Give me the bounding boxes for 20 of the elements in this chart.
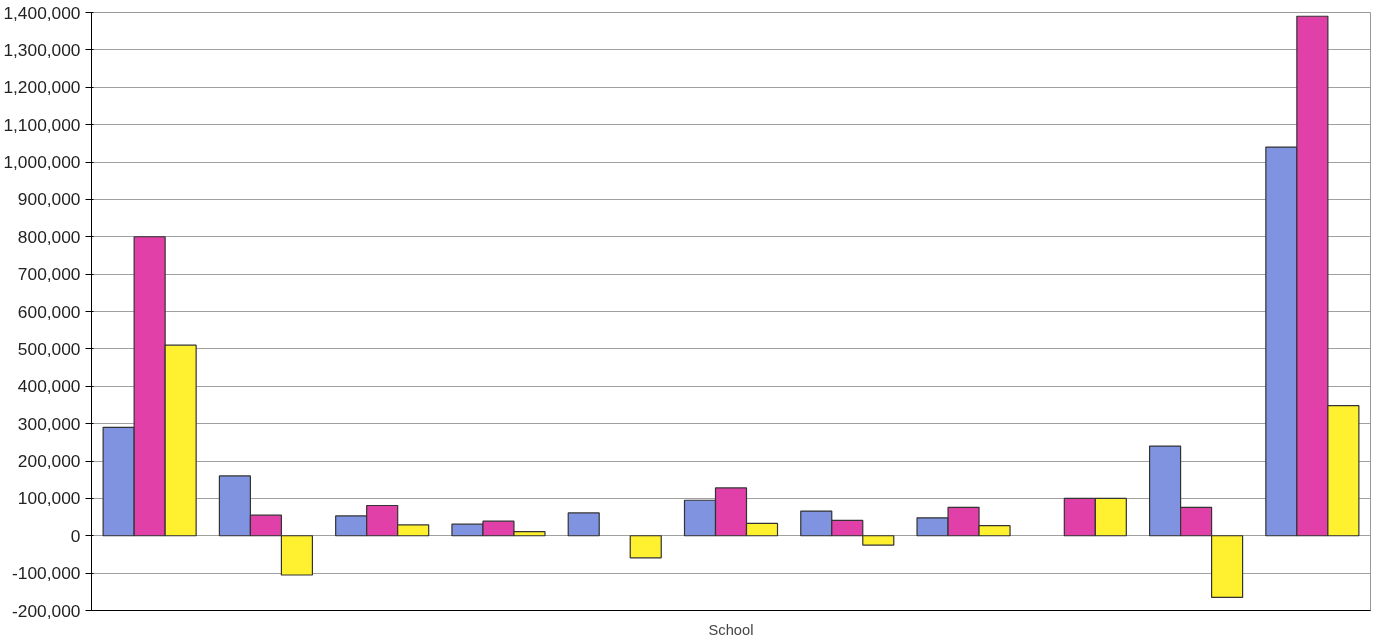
y-tick-label: 1,400,000 [3, 2, 81, 23]
y-tick-label: 400,000 [17, 376, 81, 397]
y-tick-label: -100,000 [12, 563, 81, 584]
y-tick-label: 1,200,000 [3, 77, 81, 98]
y-tick-label: 100,000 [17, 488, 81, 509]
y-tick-label: 600,000 [17, 301, 81, 322]
y-tick-label: 1,300,000 [3, 39, 81, 60]
y-tick-label: 500,000 [17, 338, 81, 359]
y-tick-label: 300,000 [17, 413, 81, 434]
bar [629, 535, 662, 559]
y-tick-label: 0 [70, 525, 81, 546]
y-tick-label: 800,000 [17, 226, 81, 247]
bar [567, 512, 600, 537]
y-tick-label: 700,000 [17, 264, 81, 285]
y-tick-label: 900,000 [17, 189, 81, 210]
y-tick-label: -200,000 [12, 600, 81, 621]
x-tick-label: School [708, 621, 754, 638]
y-tick-label: 200,000 [17, 451, 81, 471]
y-tick-label: 1,100,000 [3, 114, 81, 135]
y-tick-label: 1,000,000 [3, 152, 81, 172]
